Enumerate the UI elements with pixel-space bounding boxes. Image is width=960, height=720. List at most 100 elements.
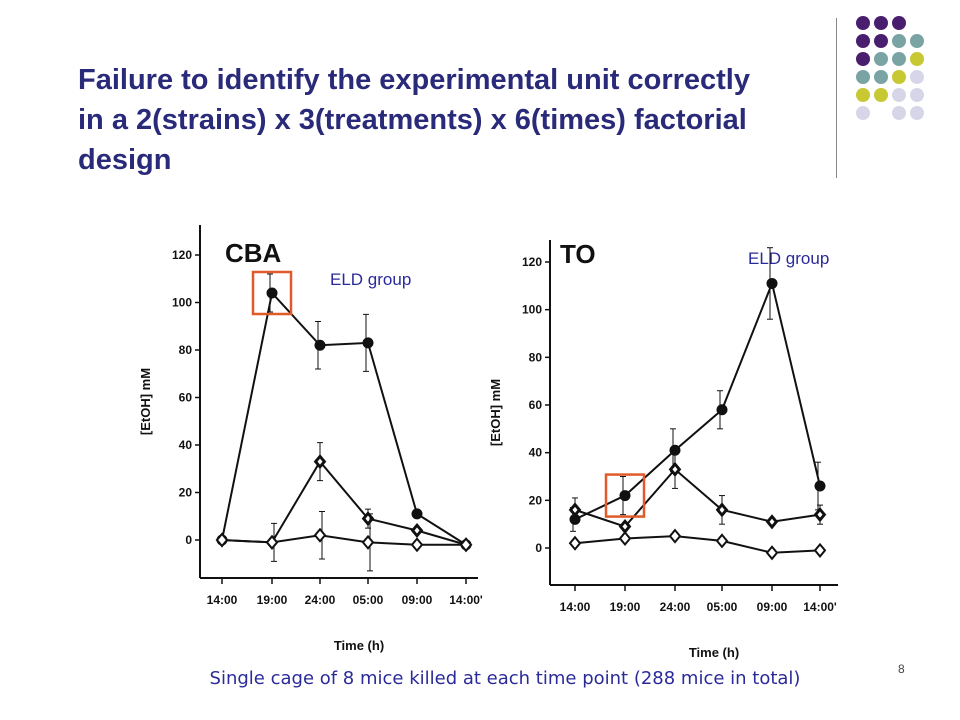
slide-caption: Single cage of 8 mice killed at each tim… (209, 668, 801, 689)
panel-title: TO (560, 239, 596, 269)
y-tick-label: 100 (522, 303, 542, 317)
x-axis-label: Time (h) (334, 638, 384, 653)
decor-dot (892, 34, 906, 48)
y-tick-label: 60 (529, 398, 543, 412)
x-tick-label: 19:00 (257, 593, 288, 607)
x-tick-label: 09:00 (757, 600, 788, 614)
data-point-diamond-core (719, 506, 725, 513)
decor-dot (874, 16, 888, 30)
data-point-diamond (410, 537, 424, 553)
x-tick-label: 19:00 (610, 600, 641, 614)
y-axis-label: [EtOH] mM (488, 379, 503, 446)
chart-panel-cba: 0 20 40 60 80 100 120 14:00 19:00 24:00 05:00 09:00… (138, 225, 483, 653)
y-tick-label: 120 (172, 248, 192, 262)
decor-dot (856, 88, 870, 102)
eld-highlight-box (604, 473, 646, 518)
y-tick-label: 60 (179, 391, 193, 405)
data-point-diamond (568, 535, 582, 551)
series-line-filled-diamond (221, 459, 467, 546)
decor-dot (856, 106, 870, 120)
decor-dot (892, 70, 906, 84)
data-point-circle (814, 480, 826, 492)
x-tick-label: 09:00 (402, 593, 433, 607)
y-tick-label: 20 (179, 486, 193, 500)
series-line-open-diamond (221, 534, 466, 546)
x-tick-label: 14:00' (449, 593, 483, 607)
x-tick-label: 14:00' (803, 600, 837, 614)
decor-dot (856, 52, 870, 66)
y-tick-label: 40 (529, 446, 543, 460)
x-tick-label: 14:00 (207, 593, 238, 607)
y-tick-label: 0 (535, 541, 542, 555)
y-tick-label: 0 (185, 533, 192, 547)
decorative-dots (848, 14, 948, 154)
decor-dot (910, 34, 924, 48)
series-line-open-diamond (574, 535, 821, 554)
data-point-circle (411, 508, 423, 520)
data-point-diamond-core (817, 511, 823, 518)
data-point-circle (766, 277, 778, 289)
x-tick-label: 05:00 (707, 600, 738, 614)
data-point-diamond-core (769, 518, 775, 525)
decor-dot (892, 16, 906, 30)
data-point-diamond-core (414, 527, 420, 534)
data-point-circle (362, 337, 374, 349)
decor-dot (892, 88, 906, 102)
data-point-diamond (215, 532, 229, 548)
x-tick-label: 05:00 (353, 593, 384, 607)
y-tick-label: 120 (522, 255, 542, 269)
data-point-diamond (265, 534, 279, 550)
y-tick-label: 40 (179, 438, 193, 452)
data-point-diamond (313, 527, 327, 543)
data-point-diamond-core (317, 458, 323, 465)
x-axis-label: Time (h) (689, 645, 739, 660)
decor-dot (910, 106, 924, 120)
decor-dot (892, 52, 906, 66)
slide-title: Failure to identify the experimental uni… (78, 64, 750, 176)
x-tick-label: 24:00 (660, 600, 691, 614)
data-point-diamond (715, 533, 729, 549)
y-tick-label: 100 (172, 296, 192, 310)
data-point-diamond (813, 542, 827, 558)
data-point-diamond-core (365, 515, 371, 522)
decor-dot (874, 52, 888, 66)
series-line-filled-diamond (574, 467, 821, 528)
data-point-diamond (618, 530, 632, 547)
panel-title: CBA (225, 238, 282, 268)
eld-group-label: ELD group (748, 249, 829, 268)
data-point-diamond (765, 545, 779, 561)
data-point-diamond (668, 528, 682, 544)
decor-dot (874, 70, 888, 84)
series-line-filled-circle (221, 290, 467, 546)
decor-dot (856, 34, 870, 48)
data-point-circle (314, 339, 326, 351)
data-point-circle (619, 490, 631, 502)
data-point-diamond-core (622, 523, 628, 530)
page-number: 8 (898, 662, 905, 676)
x-tick-label: 14:00 (560, 600, 591, 614)
y-tick-label: 20 (529, 493, 543, 507)
decor-dot (910, 70, 924, 84)
x-tick-label: 24:00 (305, 593, 336, 607)
data-point-circle (266, 287, 278, 299)
series-line-filled-circle (574, 280, 821, 521)
data-point-diamond (361, 534, 375, 550)
decor-dot (856, 16, 870, 30)
eld-group-label: ELD group (330, 270, 411, 289)
data-point-circle (716, 404, 728, 416)
y-axis-label: [EtOH] mM (138, 368, 153, 435)
data-point-diamond (459, 537, 473, 553)
chart-panel-to: 0 20 40 60 80 100 120 14:00 19:00 24:00 05:00 09:00… (488, 239, 838, 660)
decor-dot (874, 34, 888, 48)
decor-dot (892, 106, 906, 120)
eld-highlight-box (251, 270, 293, 316)
decor-dot (856, 70, 870, 84)
decor-dot (874, 88, 888, 102)
y-tick-label: 80 (529, 350, 543, 364)
decor-dot (910, 88, 924, 102)
data-point-diamond-core (672, 466, 678, 473)
y-tick-label: 80 (179, 343, 193, 357)
data-point-diamond-core (572, 506, 578, 513)
decor-dot (910, 52, 924, 66)
